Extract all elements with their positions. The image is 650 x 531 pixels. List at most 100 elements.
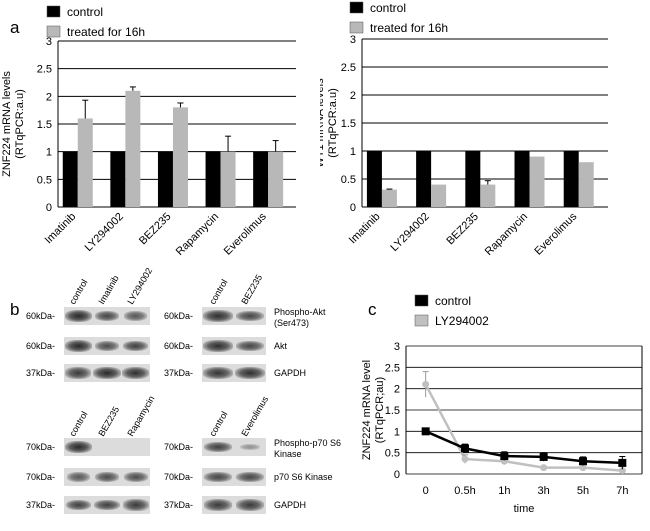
xtick-label-1: LY294002	[83, 211, 126, 254]
blot-band-top_left-2-2	[122, 367, 150, 379]
blot-label-line-top_right-2-0: GAPDH	[274, 368, 307, 378]
legend-label-c-1: LY294002	[435, 314, 489, 328]
bar-0-0	[62, 151, 78, 207]
blot-band-top_right-2-1	[235, 367, 265, 379]
blot-band-bottom_left-2-1	[94, 499, 120, 511]
blot-band-top_right-0-0	[203, 310, 233, 322]
ytick-c-3: 1.5	[385, 405, 400, 417]
xtick-c-5: 7h	[616, 485, 628, 497]
xtick-c-0: 0	[423, 485, 429, 497]
bar-0-3	[514, 151, 530, 207]
blot-band-top_left-0-1	[94, 310, 120, 322]
bar-0-3	[205, 151, 221, 207]
point-c-0-5	[618, 458, 627, 467]
blot-band-bottom_left-1-2	[123, 471, 148, 483]
chart-time-line: control LY294002 0 0.5 1 1.5 2 2.5 3 0 0.5h 1h 3h 5h 7…	[361, 294, 643, 515]
blot-band-top_left-1-1	[94, 340, 120, 352]
bar-0-1	[110, 151, 126, 207]
blot-band-bottom_left-2-2	[122, 499, 149, 511]
blot-band-top_right-1-1	[236, 340, 264, 352]
blot-label-line-bottom_right-2-0: GAPDH	[274, 500, 307, 510]
ytick-label-3: 1.5	[341, 118, 356, 130]
ytick-label-5: 2.5	[37, 64, 52, 76]
xtick-label-2: BEZ235	[137, 211, 174, 248]
blot-band-top_left-0-0	[64, 310, 92, 322]
mw-marker-top_left-2: 37kDa-	[26, 368, 56, 378]
legend-swatch-c-1	[414, 314, 429, 327]
y-axis-label-c-0: ZNF224 mRNA level	[361, 360, 373, 460]
blot-band-top_left-0-2	[124, 311, 148, 321]
xtick-label-1: LY294002	[388, 211, 431, 254]
blot-band-top_right-0-1	[236, 310, 264, 322]
lane-label-bottom_right-0: control	[207, 409, 230, 438]
bar-0-1	[416, 151, 432, 207]
legend-swatch-1	[46, 25, 61, 38]
blot-band-top_left-2-1	[93, 367, 121, 379]
bar-1-4	[578, 162, 594, 207]
blot-label-bottom_right-0: Phospho-p70 S6 Kinase	[274, 438, 341, 460]
blot-label-top_right-0: Phospho-Akt (Ser473)	[274, 307, 326, 329]
x-axis-label-c: time	[514, 503, 535, 515]
legend-label-1: treated for 16h	[67, 25, 145, 39]
chart-wt1-bar: control treated for 16h 0 0.5 1 1.5 2 2.5 3 WT1 m…	[320, 1, 608, 258]
xtick-label-2: BEZ235	[444, 211, 481, 248]
point-c-0-3	[539, 452, 548, 461]
lane-label-bottom_left-1: BEZ235	[96, 404, 122, 438]
lane-label-top_left-1: Imatinib	[96, 273, 121, 306]
panel-letter-c: c	[368, 300, 377, 319]
blot-band-bottom_left-1-1	[94, 471, 120, 483]
lane-label-bottom_left-0: control	[67, 409, 90, 438]
ytick-label-1: 0.5	[341, 174, 356, 186]
y-axis-label-1: (RTqPCR:a.u)	[327, 88, 339, 157]
point-c-1-4	[579, 464, 587, 472]
point-c-1-3	[540, 464, 548, 472]
blot-label-line-bottom_right-1-0: p70 S6 Kinase	[274, 472, 333, 482]
blot-band-bottom_right-0-1	[239, 443, 261, 451]
point-c-1-1	[461, 455, 469, 463]
ytick-c-0: 0	[394, 469, 400, 481]
blot-band-bottom_right-1-1	[236, 471, 264, 483]
mw-marker-top_right-2: 37kDa-	[164, 368, 194, 378]
mw-marker-bottom_right-2: 37kDa-	[164, 500, 194, 510]
lane-label-bottom_left-2: Rapamycin	[124, 394, 157, 438]
y-axis-label-0: ZNF224 mRNA levels	[1, 71, 13, 177]
y-axis-label-c-1: (RTqPCR;au)	[374, 377, 386, 443]
bar-1-1	[125, 90, 141, 207]
blot-band-bottom_right-0-0	[203, 441, 233, 453]
mw-marker-top_right-1: 60kDa-	[164, 341, 194, 351]
ytick-c-6: 3	[394, 341, 400, 353]
xtick-label-4: Everolimus	[532, 210, 579, 257]
xtick-c-3: 3h	[538, 485, 550, 497]
legend-label-0: control	[370, 1, 406, 15]
legend-swatch-1	[349, 21, 364, 34]
legend-swatch-0	[349, 1, 364, 14]
xtick-label-4: Everolimus	[222, 210, 269, 257]
blot-band-top_right-1-0	[203, 340, 233, 352]
blot-label-bottom_right-2: GAPDH	[274, 500, 306, 511]
ytick-c-5: 2.5	[385, 362, 400, 374]
blot-band-bottom_right-2-1	[235, 499, 265, 511]
point-c-0-0	[421, 427, 430, 436]
ytick-label-4: 2	[46, 91, 52, 103]
blot-band-top_left-2-0	[65, 367, 92, 379]
blot-label-line-top_right-0-0: Phospho-Akt	[274, 307, 326, 317]
blot-label-top_right-1: Akt	[274, 341, 287, 352]
ytick-c-2: 1	[394, 426, 400, 438]
panel-letter-b: b	[10, 300, 20, 319]
blot-band-bottom_left-1-0	[66, 472, 90, 482]
bar-1-0	[77, 118, 93, 207]
chart-znf224-bar: control treated for 16h 0 0.5 1 1.5 2 2.5 3 ZNF22…	[1, 5, 296, 258]
blot-band-top_left-1-0	[64, 340, 92, 352]
mw-marker-bottom_left-1: 70kDa-	[26, 472, 56, 482]
point-c-1-5	[618, 467, 626, 475]
lane-label-top_right-1: BEZ235	[239, 272, 265, 306]
bar-0-2	[465, 151, 481, 207]
mw-marker-bottom_right-0: 70kDa-	[164, 442, 194, 452]
blot-label-bottom_right-1: p70 S6 Kinase	[274, 472, 333, 483]
point-c-0-2	[500, 452, 509, 461]
ytick-label-5: 2.5	[341, 62, 356, 74]
mw-marker-top_right-0: 60kDa-	[164, 311, 194, 321]
blot-label-line-top_right-0-1: (Ser473)	[274, 318, 310, 328]
ytick-label-1: 0.5	[37, 174, 52, 186]
xtick-c-1: 0.5h	[454, 485, 475, 497]
